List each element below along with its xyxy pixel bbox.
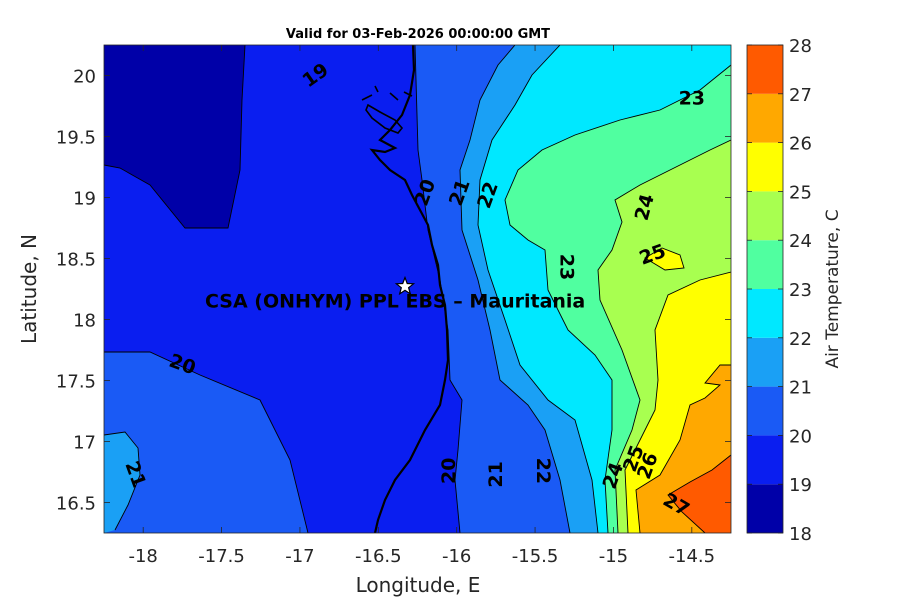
colorbar-swatch xyxy=(747,93,783,143)
coastline-islands xyxy=(361,85,413,134)
y-tick-label: 20 xyxy=(73,67,96,88)
band-25-spot xyxy=(645,248,684,270)
colorbar-swatch xyxy=(747,240,783,289)
colorbar-tick-label: 26 xyxy=(789,134,812,155)
colorbar-tick-label: 28 xyxy=(789,36,812,57)
band-21-sw xyxy=(104,432,140,533)
band-18 xyxy=(104,45,245,228)
colorbar-tick-label: 27 xyxy=(789,85,812,106)
x-tick-label: -18 xyxy=(128,546,157,567)
contour-line-22 xyxy=(477,45,599,533)
colorbar-tick-label: 18 xyxy=(789,524,812,545)
x-tick-label: -15.5 xyxy=(512,546,559,567)
colorbar-tick-label: 22 xyxy=(789,329,812,350)
y-tick-label: 18.5 xyxy=(56,250,96,271)
chart-title: Valid for 03-Feb-2026 00:00:00 GMT xyxy=(286,27,550,42)
coastline-main xyxy=(369,45,450,533)
contour-label: 23 xyxy=(679,88,705,110)
x-tick-label: -17.5 xyxy=(198,546,245,567)
contour-line-19 xyxy=(104,45,246,229)
contour-label: 22 xyxy=(532,458,554,484)
x-tick-label: -15 xyxy=(599,546,628,567)
colorbar-swatch xyxy=(747,484,783,533)
contour-line-21 xyxy=(459,45,571,533)
colorbar-tick-label: 19 xyxy=(789,475,812,496)
contour-line-21-sw xyxy=(104,431,141,531)
contour-lines xyxy=(104,45,731,533)
site-label: CSA (ONHYM) PPL EBS – Mauritania xyxy=(205,291,585,313)
colorbar-swatch xyxy=(747,435,783,485)
contour-line-25-spot xyxy=(644,247,685,271)
contour-line-25 xyxy=(624,271,731,533)
colorbar-tick-label: 25 xyxy=(789,182,812,203)
y-axis-label: Latitude, N xyxy=(17,234,41,344)
x-tick-label: -17 xyxy=(285,546,314,567)
x-tick-label: -16.5 xyxy=(355,546,402,567)
colorbar-swatch xyxy=(747,386,783,436)
contour-line-26 xyxy=(635,364,731,533)
y-tick-label: 17.5 xyxy=(56,372,96,393)
plot-frame xyxy=(103,44,732,534)
y-tick-label: 16.5 xyxy=(56,494,96,515)
x-axis: -18 -17.5 -17 -16.5 -16 -15.5 -15 -14.5 xyxy=(128,45,715,567)
contour-label: 23 xyxy=(555,254,577,280)
coastline xyxy=(361,45,450,533)
colorbar-tick-label: 21 xyxy=(789,378,812,399)
colorbar-swatch xyxy=(747,289,783,338)
contour-line-19-south xyxy=(104,351,309,533)
colorbar: 18 19 20 21 22 23 24 25 26 27 28 xyxy=(746,36,812,545)
contour-line-23 xyxy=(504,64,731,533)
contour-label: 21 xyxy=(485,461,507,487)
colorbar-label: Air Temperature, C xyxy=(823,209,843,368)
colorbar-tick-label: 24 xyxy=(789,231,812,252)
site-star-marker xyxy=(394,275,416,296)
colorbar-tick-label: 20 xyxy=(789,426,812,447)
x-axis-label: Longitude, E xyxy=(356,573,481,597)
colorbar-swatch xyxy=(747,142,783,192)
contour-line-24 xyxy=(597,139,731,533)
y-tick-label: 19.5 xyxy=(56,128,96,149)
y-axis: 16.5 17 17.5 18 18.5 19 19.5 20 xyxy=(56,67,731,515)
colorbar-swatch xyxy=(747,45,783,94)
colorbar-swatch xyxy=(747,337,783,387)
colorbar-tick-label: 23 xyxy=(789,280,812,301)
colorbar-swatch xyxy=(747,191,783,241)
y-tick-label: 17 xyxy=(73,433,96,454)
x-tick-label: -16 xyxy=(442,546,471,567)
y-tick-label: 18 xyxy=(73,311,96,332)
y-tick-label: 19 xyxy=(73,189,96,210)
x-tick-label: -14.5 xyxy=(669,546,716,567)
contour-line-27 xyxy=(667,454,731,533)
contour-label: 20 xyxy=(438,458,460,484)
